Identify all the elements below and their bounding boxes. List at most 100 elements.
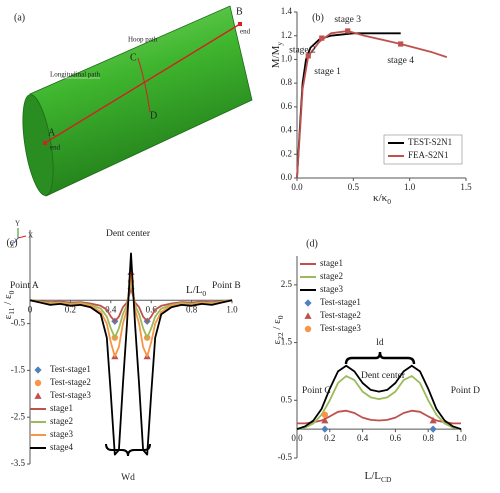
legend-label: stage2 bbox=[50, 416, 73, 426]
marker bbox=[429, 425, 437, 433]
legend-label: FEA-S2N1 bbox=[408, 150, 449, 160]
annotation: ld bbox=[376, 338, 384, 348]
x-tick-label: 0.0 bbox=[291, 182, 303, 192]
label-subscript: 0 bbox=[387, 197, 391, 206]
panel-label: (d) bbox=[306, 238, 318, 249]
marker bbox=[34, 366, 42, 374]
longitudinal-path bbox=[44, 23, 241, 144]
legend-label: stage2 bbox=[320, 271, 343, 281]
y-tick-label: 1.2 bbox=[281, 30, 292, 40]
marker bbox=[321, 411, 329, 418]
legend-label: Test-stage1 bbox=[50, 364, 91, 374]
annotation: Dent center bbox=[361, 371, 406, 381]
marker bbox=[304, 299, 312, 307]
annotation: Dent center bbox=[106, 229, 151, 239]
y-tick-label: 0.6 bbox=[281, 101, 293, 111]
axis-icon-label: Z bbox=[10, 242, 14, 250]
x-axis-label: κ/κ0 bbox=[373, 192, 391, 207]
point-label: B bbox=[236, 6, 243, 17]
annotation: Wd bbox=[121, 473, 135, 483]
label-part: / ε bbox=[271, 319, 283, 333]
y-axis-label: ε11 / ε0 bbox=[2, 290, 17, 319]
y-tick-label: 0.2 bbox=[281, 148, 292, 158]
y-tick-label: 1.5 bbox=[281, 337, 293, 347]
marker bbox=[345, 28, 351, 34]
marker bbox=[319, 35, 325, 41]
y-tick-label: 0.4 bbox=[281, 125, 293, 135]
panel-label: (c) bbox=[6, 237, 17, 248]
series-line bbox=[29, 280, 233, 339]
label-subscript: 0 bbox=[202, 289, 206, 298]
marker bbox=[305, 53, 311, 59]
x-tick-label: 0.4 bbox=[357, 433, 369, 443]
x-axis-label: L/LCD bbox=[365, 470, 393, 485]
y-tick-label: -2.5 bbox=[11, 411, 26, 421]
label-subscript: 22 bbox=[276, 332, 285, 340]
y-tick-label: -0.5 bbox=[11, 318, 26, 328]
annotation: Point C bbox=[302, 386, 331, 396]
legend-label: stage1 bbox=[320, 258, 343, 268]
label-subscript: 0 bbox=[276, 315, 285, 319]
legend-label: stage3 bbox=[320, 284, 343, 294]
path-label: Hoop path bbox=[128, 36, 158, 44]
annotation: stage 1 bbox=[314, 67, 341, 77]
series-line bbox=[296, 30, 448, 179]
y-tick-label: 0.0 bbox=[281, 172, 293, 182]
y-tick-label: -0.5 bbox=[278, 452, 293, 462]
series-line bbox=[29, 271, 233, 358]
panel-label: (a) bbox=[14, 12, 25, 23]
label-part: L/L bbox=[186, 284, 203, 296]
label-part: κ/κ bbox=[373, 192, 388, 204]
y-tick-label: -3.5 bbox=[11, 458, 26, 468]
legend-label: stage1 bbox=[50, 403, 73, 413]
axis-icon-label: Y bbox=[15, 220, 20, 228]
legend-label: Test-stage2 bbox=[320, 310, 361, 320]
y-tick-label: 1.4 bbox=[281, 6, 293, 16]
legend-label: stage4 bbox=[50, 442, 73, 452]
marker bbox=[304, 325, 312, 333]
legend-label: Test-stage2 bbox=[50, 377, 91, 387]
end-label: end bbox=[240, 28, 251, 36]
path-label: Longitudinal path bbox=[50, 71, 100, 79]
series-line bbox=[296, 375, 462, 430]
annotation: Point A bbox=[10, 281, 39, 291]
point-label: D bbox=[150, 110, 157, 121]
marker bbox=[321, 425, 329, 433]
y-tick-label: 1.0 bbox=[281, 53, 293, 63]
label-part: / ε bbox=[2, 294, 14, 308]
x-axis-label: L/L0 bbox=[186, 284, 207, 299]
x-tick-label: 1.0 bbox=[226, 304, 238, 314]
x-tick-label: 0.0 bbox=[291, 433, 303, 443]
point-marker bbox=[43, 141, 47, 145]
x-tick-label: 0.4 bbox=[105, 304, 117, 314]
end-label: end bbox=[50, 144, 61, 152]
label-subscript: y bbox=[275, 42, 284, 46]
x-tick-label: 0.2 bbox=[65, 304, 76, 314]
label-part: M/M bbox=[270, 45, 282, 68]
x-tick-label: 0.8 bbox=[423, 433, 435, 443]
point-label: C bbox=[130, 52, 137, 63]
label-part: ε bbox=[2, 314, 14, 319]
legend-label: Test-stage3 bbox=[320, 323, 361, 333]
marker bbox=[34, 392, 42, 399]
annotation: Point D bbox=[451, 386, 480, 396]
x-tick-label: 0.2 bbox=[324, 433, 335, 443]
legend-label: stage3 bbox=[50, 429, 73, 439]
marker bbox=[398, 41, 404, 47]
x-tick-label: 0 bbox=[28, 304, 33, 314]
legend-box bbox=[383, 134, 463, 165]
panel-a: (a) B end Hoop path C Longitudinal path … bbox=[10, 5, 253, 250]
point-marker bbox=[238, 22, 242, 26]
legend-label: TEST-S2N1 bbox=[408, 137, 452, 147]
x-tick-label: 0.8 bbox=[186, 304, 198, 314]
x-tick-label: 0.5 bbox=[348, 182, 360, 192]
label-subscript: 11 bbox=[7, 307, 16, 314]
cylinder-body bbox=[29, 5, 253, 197]
x-tick-label: 1.0 bbox=[404, 182, 416, 192]
y-tick-label: 0.8 bbox=[281, 77, 293, 87]
x-tick-label: 1.5 bbox=[460, 182, 472, 192]
series-line bbox=[296, 364, 462, 430]
axis-icon-label: X bbox=[28, 232, 33, 240]
x-tick-label: 0.6 bbox=[390, 433, 402, 443]
